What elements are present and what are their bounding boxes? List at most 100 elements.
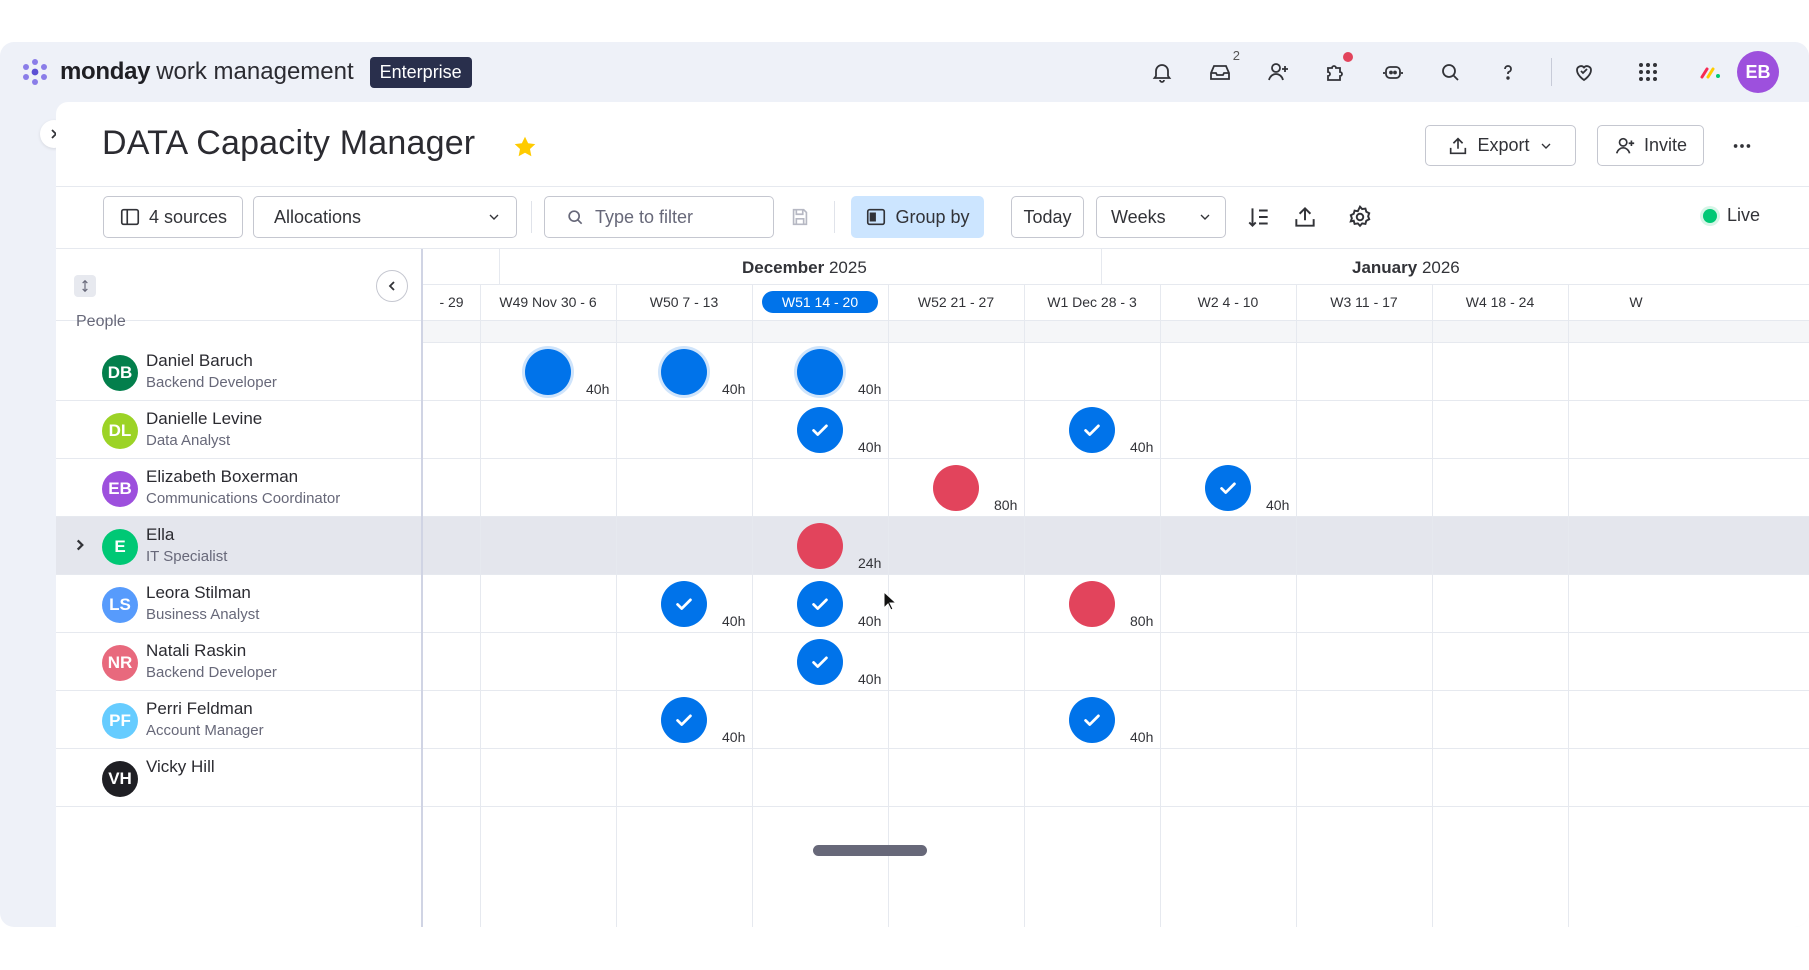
today-button[interactable]: Today — [1011, 196, 1084, 238]
allocation-over[interactable] — [797, 523, 843, 569]
heart-icon[interactable] — [1566, 54, 1602, 90]
week-label: W2 4 - 10 — [1197, 294, 1259, 310]
check-icon — [1084, 714, 1100, 726]
allocation-done[interactable] — [1069, 407, 1115, 453]
capacity-grid: People DB Daniel Baruch Backend Developer D… — [56, 248, 1809, 927]
sources-label: 4 sources — [148, 206, 228, 227]
group-by-button[interactable]: Group by — [851, 196, 984, 238]
allocation-done[interactable] — [797, 581, 843, 627]
allocation-over[interactable] — [933, 465, 979, 511]
allocation-done[interactable] — [661, 581, 707, 627]
inbox-count: 2 — [1232, 48, 1240, 63]
export-button[interactable]: Export — [1425, 125, 1576, 166]
group-by-icon — [867, 208, 886, 226]
allocation-hours: 24h — [858, 555, 882, 571]
allocation-row: 40h 40h 40h — [423, 343, 1809, 401]
month-header: December 2025 January 2026 — [423, 249, 1809, 285]
settings-gear-icon[interactable] — [1347, 204, 1373, 230]
favorite-star-icon[interactable] — [512, 134, 538, 160]
reorder-icon[interactable] — [74, 275, 96, 297]
invite-members-icon[interactable] — [1260, 54, 1296, 90]
person-row[interactable]: EB Elizabeth Boxerman Communications Coord… — [56, 459, 421, 517]
collapse-panel-button[interactable] — [376, 270, 408, 302]
search-icon[interactable] — [1432, 54, 1468, 90]
group-by-label: Group by — [895, 206, 970, 227]
allocation-done[interactable] — [797, 407, 843, 453]
week-label: W50 7 - 13 — [649, 294, 719, 310]
inbox-icon[interactable]: 2 — [1202, 48, 1240, 90]
allocation-row: 40h — [423, 633, 1809, 691]
user-avatar[interactable]: EB — [1737, 51, 1779, 93]
month-name: December — [742, 258, 825, 277]
help-icon[interactable] — [1490, 54, 1526, 90]
allocation-hours: 80h — [994, 497, 1018, 513]
person-row[interactable]: DL Danielle Levine Data Analyst — [56, 401, 421, 459]
month-label-january: January 2026 — [1352, 258, 1460, 278]
allocation-hours: 80h — [1130, 613, 1154, 629]
allocation-done[interactable] — [1205, 465, 1251, 511]
allocation-done[interactable] — [1069, 697, 1115, 743]
person-row[interactable]: E Ella IT Specialist — [56, 517, 421, 575]
sources-button[interactable]: 4 sources — [103, 196, 243, 238]
allocation-in-progress[interactable] — [661, 349, 707, 395]
plan-badge: Enterprise — [369, 56, 472, 88]
week-header: - 29 W49 Nov 30 - 6 W50 7 - 13 W51 14 - 20 W… — [423, 285, 1809, 321]
person-name: Ella — [146, 525, 175, 544]
live-label: Live — [1727, 205, 1761, 225]
people-group-label: People — [76, 313, 126, 330]
person-name: Perri Feldman — [146, 699, 253, 718]
person-row[interactable]: DB Daniel Baruch Backend Developer — [56, 343, 421, 401]
check-icon — [676, 598, 692, 610]
toolbar: 4 sources Allocations Group by Today Wee… — [56, 186, 1809, 246]
horizontal-scrollbar[interactable] — [813, 845, 927, 856]
person-row[interactable]: PF Perri Feldman Account Manager — [56, 691, 421, 749]
person-name: Daniel Baruch — [146, 351, 253, 370]
view-select[interactable]: Allocations — [253, 196, 517, 238]
week-gridline — [752, 285, 753, 927]
save-view-icon[interactable] — [789, 206, 811, 228]
page-title[interactable]: DATA Capacity Manager — [102, 124, 476, 162]
person-row[interactable]: NR Natali Raskin Backend Developer — [56, 633, 421, 691]
person-role: IT Specialist — [146, 548, 228, 565]
filter-input[interactable] — [595, 206, 765, 228]
person-role: Communications Coordinator — [146, 490, 341, 507]
person-role: Backend Developer — [146, 374, 277, 391]
more-dots-icon — [1733, 143, 1751, 148]
person-role: Data Analyst — [146, 432, 231, 449]
person-role: Business Analyst — [146, 606, 260, 623]
allocation-row: 24h — [423, 517, 1809, 575]
person-avatar: E — [102, 529, 138, 565]
monday-products-icon[interactable] — [1693, 54, 1729, 90]
expand-chevron-icon[interactable] — [72, 537, 88, 553]
month-name: January — [1352, 258, 1418, 277]
live-indicator[interactable]: Live — [1703, 205, 1760, 226]
notifications-bell-icon[interactable] — [1144, 54, 1180, 90]
share-upload-icon[interactable] — [1292, 204, 1318, 230]
person-row[interactable]: VH Vicky Hill — [56, 749, 421, 807]
person-avatar: VH — [102, 761, 138, 797]
brand-product: work management — [156, 58, 354, 85]
allocation-hours: 40h — [858, 439, 882, 455]
invite-button[interactable]: Invite — [1597, 125, 1704, 166]
allocation-in-progress[interactable] — [797, 349, 843, 395]
ai-assistant-icon[interactable] — [1375, 54, 1411, 90]
sort-rows-icon[interactable] — [1246, 204, 1272, 230]
allocation-done[interactable] — [661, 697, 707, 743]
allocation-hours: 40h — [722, 381, 746, 397]
brand-name: monday — [60, 58, 151, 85]
allocation-hours: 40h — [1266, 497, 1290, 513]
allocation-done[interactable] — [797, 639, 843, 685]
apps-puzzle-icon[interactable] — [1317, 52, 1353, 90]
allocation-in-progress[interactable] — [525, 349, 571, 395]
person-row[interactable]: LS Leora Stilman Business Analyst — [56, 575, 421, 633]
time-scale-select[interactable]: Weeks — [1096, 196, 1226, 238]
allocation-over[interactable] — [1069, 581, 1115, 627]
today-label: Today — [1023, 206, 1072, 227]
person-avatar: NR — [102, 645, 138, 681]
more-options-button[interactable] — [1720, 125, 1764, 166]
brand[interactable]: monday work management Enterprise — [20, 52, 472, 92]
filter-field[interactable] — [544, 196, 774, 238]
week-gridline — [616, 285, 617, 927]
month-divider — [1101, 249, 1102, 285]
app-grid-icon[interactable] — [1630, 54, 1666, 90]
